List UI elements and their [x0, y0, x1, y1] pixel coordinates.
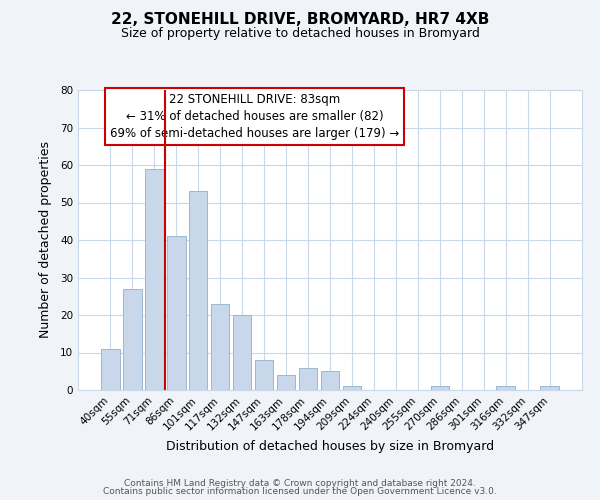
Bar	[167, 236, 185, 390]
Bar	[123, 289, 142, 390]
Bar	[541, 386, 559, 390]
Bar	[431, 386, 449, 390]
Bar	[101, 349, 119, 390]
Bar	[343, 386, 361, 390]
Text: Contains HM Land Registry data © Crown copyright and database right 2024.: Contains HM Land Registry data © Crown c…	[124, 478, 476, 488]
Text: 22, STONEHILL DRIVE, BROMYARD, HR7 4XB: 22, STONEHILL DRIVE, BROMYARD, HR7 4XB	[111, 12, 489, 28]
Bar	[233, 315, 251, 390]
Bar	[320, 371, 340, 390]
Bar	[211, 304, 229, 390]
Bar	[299, 368, 317, 390]
Text: Contains public sector information licensed under the Open Government Licence v3: Contains public sector information licen…	[103, 487, 497, 496]
X-axis label: Distribution of detached houses by size in Bromyard: Distribution of detached houses by size …	[166, 440, 494, 453]
Text: Size of property relative to detached houses in Bromyard: Size of property relative to detached ho…	[121, 28, 479, 40]
Y-axis label: Number of detached properties: Number of detached properties	[38, 142, 52, 338]
Bar	[189, 191, 208, 390]
Bar	[277, 375, 295, 390]
Bar	[255, 360, 274, 390]
Text: 22 STONEHILL DRIVE: 83sqm
← 31% of detached houses are smaller (82)
69% of semi-: 22 STONEHILL DRIVE: 83sqm ← 31% of detac…	[110, 93, 399, 140]
Bar	[496, 386, 515, 390]
Bar	[145, 169, 164, 390]
